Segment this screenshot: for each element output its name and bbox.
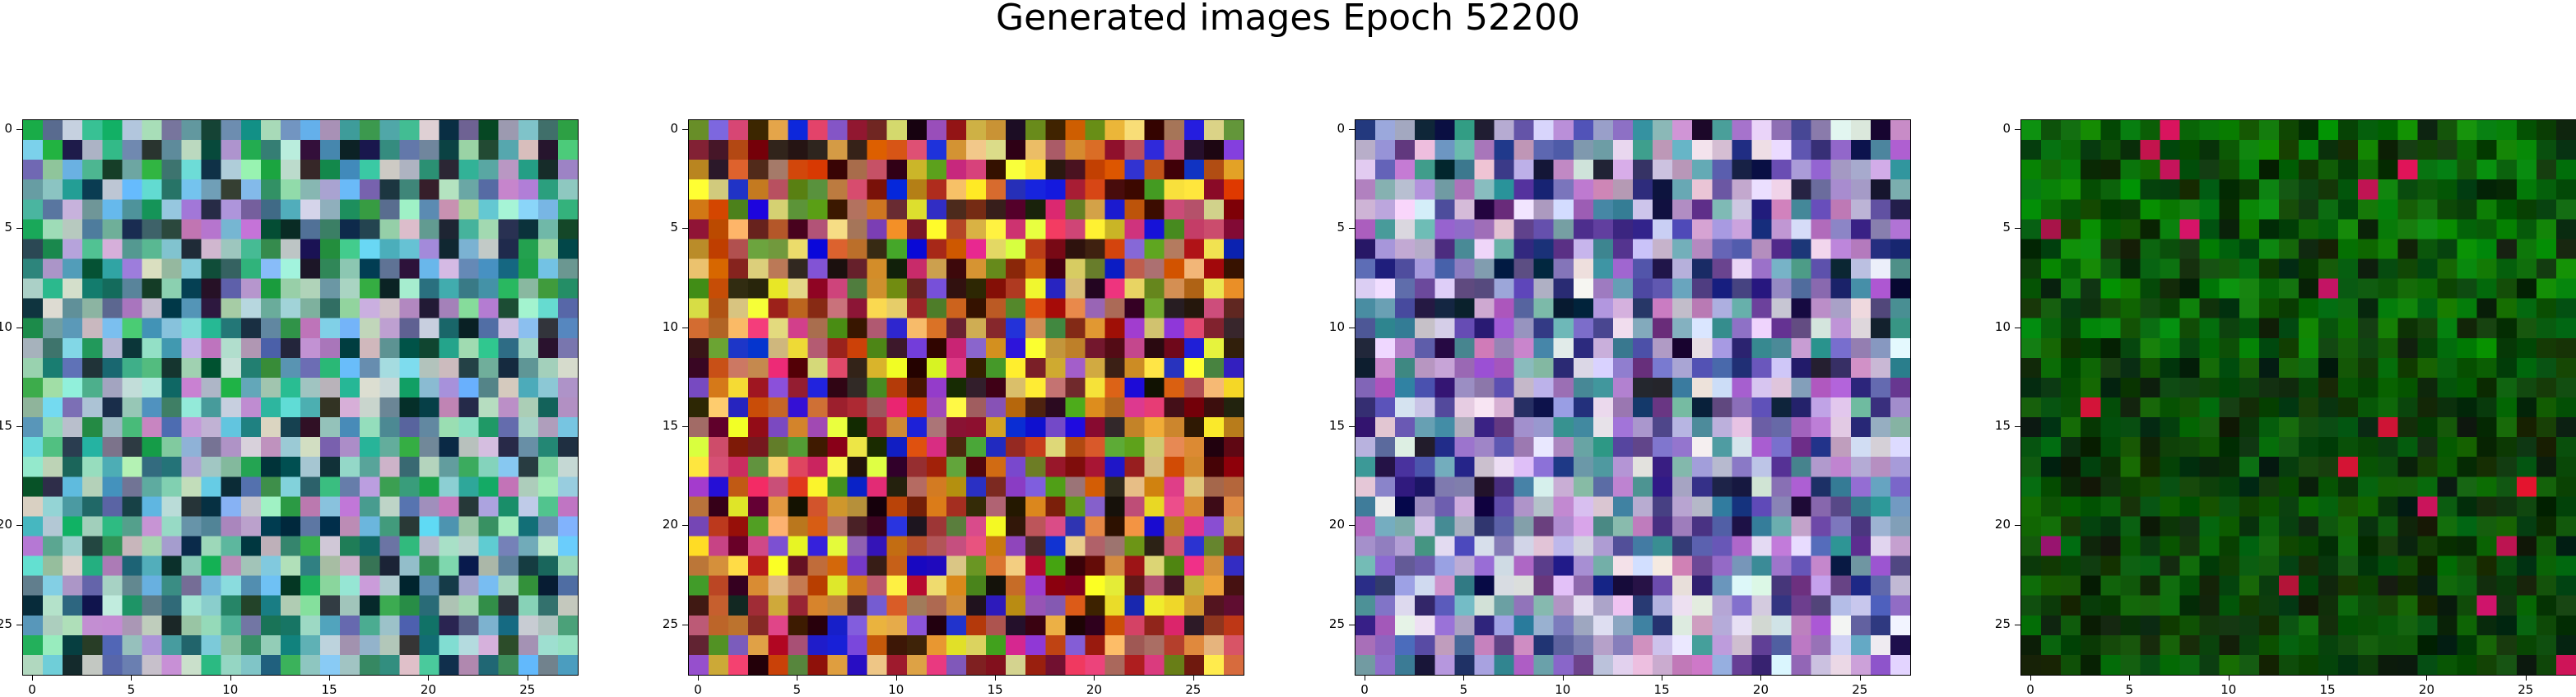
y-tick-label: 0 [2002,121,2011,137]
x-tick-mark [1760,675,1762,681]
y-tick-mark [2015,426,2020,428]
x-tick-mark [995,675,997,681]
x-tick-label: 10 [1555,682,1571,697]
x-tick-label: 5 [1459,682,1468,697]
x-tick-mark [2030,675,2032,681]
y-tick-label: 5 [4,220,12,235]
x-tick-label: 0 [694,682,702,697]
x-tick-label: 20 [1086,682,1102,697]
x-tick-label: 0 [1360,682,1369,697]
y-tick-label: 25 [1328,616,1345,631]
x-tick-label: 20 [2418,682,2434,697]
y-tick-mark [1349,426,1355,428]
x-tick-label: 15 [321,682,337,697]
x-tick-mark [428,675,430,681]
y-tick-mark [16,228,22,230]
y-tick-label: 25 [1994,616,2011,631]
x-tick-mark [1562,675,1564,681]
y-tick-mark [682,525,688,527]
x-tick-mark [2525,675,2527,681]
x-tick-label: 20 [1752,682,1769,697]
x-tick-label: 25 [519,682,536,697]
y-tick-label: 0 [1337,121,1345,137]
x-tick-label: 10 [888,682,904,697]
y-tick-label: 20 [1328,517,1345,532]
y-tick-mark [1349,228,1355,230]
x-tick-mark [2327,675,2329,681]
y-tick-label: 25 [662,616,678,631]
x-tick-label: 25 [2518,682,2534,697]
x-tick-label: 15 [987,682,1003,697]
generated-image-3: 0 0 5 5 10 10 15 15 20 20 25 25 [1329,119,1911,696]
y-tick-label: 20 [0,517,12,532]
x-tick-mark [895,675,897,681]
x-tick-mark [2426,675,2428,681]
x-tick-label: 15 [1653,682,1670,697]
y-tick-label: 10 [1328,318,1345,334]
generated-image-1: 0 0 5 5 10 10 15 15 20 20 25 25 [0,119,579,696]
x-tick-mark [698,675,700,681]
y-tick-label: 20 [1994,517,2011,532]
y-tick-label: 5 [670,220,678,235]
y-tick-label: 0 [4,121,12,137]
y-tick-label: 25 [0,616,12,631]
y-tick-label: 15 [0,418,12,434]
y-tick-label: 15 [1328,418,1345,434]
x-tick-label: 10 [222,682,239,697]
y-tick-mark [682,129,688,131]
y-tick-mark [16,525,22,527]
generated-image-4: 0 0 5 5 10 10 15 15 20 20 25 25 [1995,119,2576,696]
x-tick-mark [32,675,34,681]
x-tick-label: 5 [793,682,802,697]
y-tick-mark [2015,525,2020,527]
x-tick-mark [2129,675,2131,681]
image-canvas [22,119,579,676]
x-tick-mark [1193,675,1194,681]
x-tick-mark [2228,675,2230,681]
x-tick-mark [1859,675,1861,681]
y-tick-label: 10 [1994,318,2011,334]
y-tick-label: 20 [662,517,678,532]
generated-image-2: 0 0 5 5 10 10 15 15 20 20 25 25 [663,119,1244,696]
y-tick-mark [682,426,688,428]
y-tick-mark [2015,129,2020,131]
image-canvas [2020,119,2576,676]
x-tick-mark [1094,675,1095,681]
image-canvas [688,119,1244,676]
x-tick-label: 15 [2319,682,2336,697]
y-tick-label: 0 [670,121,678,137]
x-tick-label: 20 [420,682,436,697]
y-tick-mark [682,228,688,230]
y-tick-label: 10 [662,318,678,334]
x-tick-label: 5 [2125,682,2134,697]
y-tick-label: 15 [662,418,678,434]
x-tick-label: 5 [127,682,136,697]
x-tick-mark [1463,675,1465,681]
y-tick-mark [2015,228,2020,230]
x-tick-mark [329,675,331,681]
y-tick-label: 5 [1337,220,1345,235]
x-tick-mark [230,675,231,681]
y-tick-mark [16,129,22,131]
y-tick-label: 15 [1994,418,2011,434]
x-tick-label: 0 [2026,682,2034,697]
image-canvas [1355,119,1911,676]
y-tick-mark [16,426,22,428]
y-tick-mark [1349,129,1355,131]
y-tick-label: 10 [0,318,12,334]
x-tick-label: 25 [1185,682,1202,697]
x-tick-mark [131,675,133,681]
y-tick-label: 5 [2002,220,2011,235]
y-tick-mark [1349,525,1355,527]
x-tick-label: 10 [2220,682,2237,697]
figure-title: Generated images Epoch 52200 [995,0,1581,39]
x-tick-label: 25 [1852,682,1868,697]
x-tick-label: 0 [28,682,36,697]
